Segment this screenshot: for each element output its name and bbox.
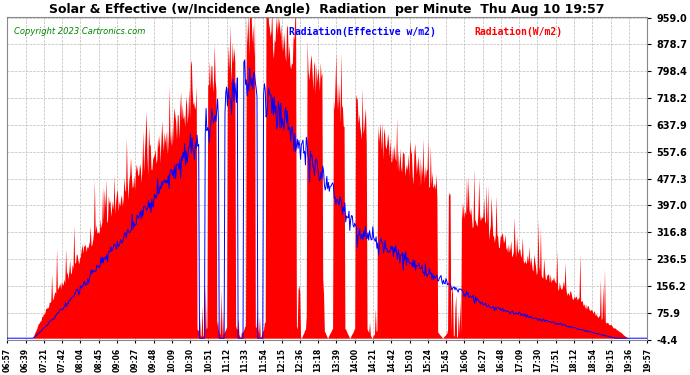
Title: Solar & Effective (w/Incidence Angle)  Radiation  per Minute  Thu Aug 10 19:57: Solar & Effective (w/Incidence Angle) Ra… — [50, 3, 605, 16]
Text: Copyright 2023 Cartronics.com: Copyright 2023 Cartronics.com — [14, 27, 145, 36]
Text: Radiation(Effective w/m2): Radiation(Effective w/m2) — [289, 27, 435, 37]
Text: Radiation(W/m2): Radiation(W/m2) — [475, 27, 562, 37]
